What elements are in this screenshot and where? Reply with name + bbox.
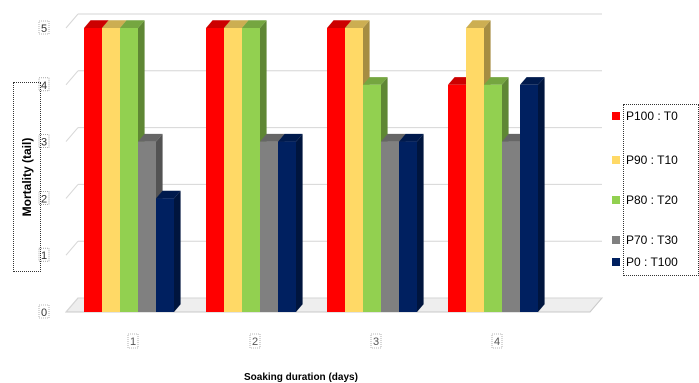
bar-top [363, 77, 388, 85]
legend-item: P80 : T20 [612, 191, 678, 209]
legend: P100 : T0 P90 : T10 P80 : T20 P70 : T30 P0 :… [612, 104, 699, 276]
y-tick-label: 3 [41, 137, 47, 149]
gridline-depth [65, 184, 79, 199]
gridline-depth [65, 13, 79, 29]
legend-swatch [612, 112, 620, 120]
bar-top [327, 20, 352, 28]
x-tick-box [127, 333, 139, 349]
bar-front [260, 141, 278, 312]
bar-front [120, 28, 138, 312]
bar-top [206, 20, 231, 28]
gridline-depth [65, 240, 79, 256]
bar-front [84, 28, 102, 312]
y-tick-box [38, 304, 50, 319]
bar-front [466, 28, 484, 312]
x-tick-label: 1 [130, 336, 136, 348]
bar-top [84, 20, 109, 28]
bar-top [156, 190, 181, 199]
bar-top [138, 133, 163, 142]
legend-swatch [612, 156, 620, 164]
legend-label: P80 : T20 [626, 193, 678, 207]
legend-swatch [612, 196, 620, 204]
x-tick-label: 2 [252, 336, 258, 348]
x-tick-box [249, 333, 261, 349]
legend-label: P90 : T10 [626, 153, 678, 167]
bar-front [381, 141, 399, 312]
legend-label: P70 : T30 [626, 233, 678, 247]
legend-label: P0 : T100 [626, 255, 678, 269]
x-tick-label: 3 [373, 336, 379, 348]
y-tick-label: 1 [41, 250, 47, 262]
y-axis-label-box: Mortality (tail) [13, 82, 41, 272]
y-tick-box [38, 247, 50, 262]
legend-label: P100 : T0 [626, 109, 678, 123]
bar-5-cat-3 [399, 133, 424, 312]
x-tick-box [370, 333, 382, 349]
bar-side [538, 77, 545, 312]
bar-front [278, 141, 296, 312]
legend-item: P100 : T0 [612, 107, 678, 125]
bar-top [520, 77, 545, 85]
legend-swatch [612, 258, 620, 266]
legend-item: P0 : T100 [612, 253, 678, 271]
x-tick-box [491, 333, 503, 349]
y-tick-label: 2 [41, 193, 47, 205]
bar-top [345, 20, 370, 28]
y-tick-label: 0 [41, 307, 47, 319]
legend-item: P70 : T30 [612, 231, 678, 249]
bar-front [484, 84, 502, 312]
bar-front [345, 28, 363, 312]
bar-front [448, 84, 466, 312]
bar-front [363, 84, 381, 312]
x-axis-ticks: 1 2 3 4 [127, 333, 503, 349]
legend-swatch [612, 236, 620, 244]
bar-5-cat-1 [156, 190, 181, 312]
bar-front [520, 84, 538, 312]
bar-front [138, 141, 156, 312]
gridline-depth [65, 297, 79, 313]
bar-front [206, 28, 224, 312]
x-tick-label: 4 [494, 336, 500, 348]
x-axis-label: Soaking duration (days) [244, 372, 358, 383]
bar-5-cat-2 [278, 133, 303, 312]
y-tick-box [38, 191, 50, 205]
bar-top [102, 20, 127, 28]
bar-front [327, 28, 345, 312]
bar-top [399, 133, 424, 142]
bar-front [224, 28, 242, 312]
gridline-depth [65, 70, 79, 86]
y-tick-label: 4 [41, 80, 47, 92]
gridline-depth [65, 127, 79, 142]
y-tick-box [38, 134, 50, 148]
bar-top [224, 20, 249, 28]
bar-top [466, 20, 491, 28]
bar-top [242, 20, 267, 28]
bar-front [156, 198, 174, 312]
bar-front [242, 28, 260, 312]
bar-front [399, 141, 417, 312]
y-axis-label: Mortality (tail) [20, 137, 34, 217]
bar-front [502, 141, 520, 312]
bar-top [278, 133, 303, 142]
bar-top [120, 20, 145, 28]
y-tick-box [38, 77, 50, 92]
y-tick-box [38, 20, 50, 35]
bar-side [296, 133, 303, 312]
y-axis-ticks: 0 1 2 3 4 5 [38, 20, 50, 319]
legend-item: P90 : T10 [612, 151, 678, 169]
bar-5-cat-4 [520, 77, 545, 312]
bar-top [381, 133, 406, 142]
bar-side [417, 133, 424, 312]
bar-top [484, 77, 509, 85]
bar-top [260, 133, 285, 142]
bar-front [102, 28, 120, 312]
bar-side [174, 190, 181, 312]
y-tick-label: 5 [41, 23, 47, 35]
bars [84, 20, 545, 313]
